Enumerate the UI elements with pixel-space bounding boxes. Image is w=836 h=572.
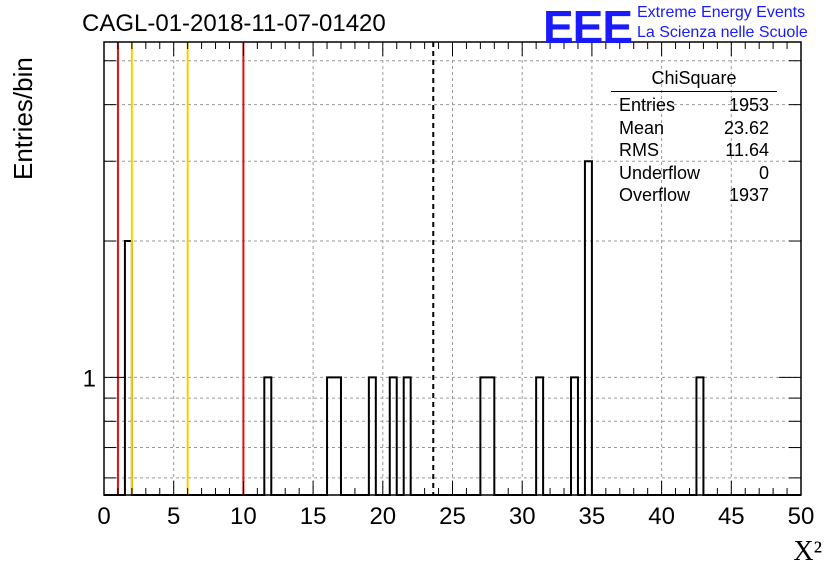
stats-value: 0	[758, 162, 769, 183]
histogram-bin	[369, 377, 376, 495]
histogram-bin	[264, 377, 271, 495]
stats-value: 1937	[728, 185, 769, 205]
histogram-bin	[404, 377, 411, 495]
x-tick-label: 25	[439, 503, 466, 530]
histogram-bin	[696, 377, 703, 495]
histogram-bin	[480, 377, 487, 495]
stats-title: ChiSquare	[611, 68, 777, 92]
x-tick-label: 40	[648, 503, 675, 530]
y-axis-label: Entries/bin	[8, 57, 38, 180]
histogram-bin	[390, 377, 397, 495]
x-axis-label: X²	[793, 536, 822, 567]
x-tick-label: 20	[369, 503, 396, 530]
histogram-bin	[327, 377, 334, 495]
x-tick-label: 10	[230, 503, 257, 530]
stats-label: RMS	[619, 140, 659, 160]
x-tick-label: 30	[509, 503, 536, 530]
y-tick-label: 1	[83, 365, 96, 392]
logo-line-2: La Scienza nelle Scuole	[637, 24, 808, 41]
histogram-bin	[585, 161, 592, 495]
histogram-bin	[487, 377, 494, 495]
stats-row-entries: Entries 1953	[611, 94, 777, 117]
histogram-bin	[571, 377, 578, 495]
histogram-bin	[125, 241, 132, 495]
stats-label: Overflow	[619, 185, 691, 205]
stats-value: 1953	[728, 95, 769, 115]
stats-label: Mean	[619, 117, 665, 138]
run-title: CAGL-01-2018-11-07-01420	[82, 10, 386, 37]
x-tick-label: 35	[579, 503, 606, 530]
logo-line-1: Extreme Energy Events	[637, 4, 806, 21]
histogram-bin	[334, 377, 341, 495]
x-tick-label: 5	[167, 503, 180, 530]
stats-row-rms: RMS 11.64	[611, 139, 777, 162]
histogram-bin	[536, 377, 543, 495]
x-tick-label: 15	[300, 503, 327, 530]
stats-box: ChiSquare Entries 1953 Mean 23.62 RMS 11…	[611, 68, 777, 207]
eee-logo: EEE	[543, 1, 633, 53]
stats-label: Underflow	[619, 162, 701, 183]
stats-row-overflow: Overflow 1937	[611, 184, 777, 207]
stats-value: 11.64	[725, 140, 769, 160]
stats-row-mean: Mean 23.62	[611, 117, 777, 140]
x-tick-label: 0	[97, 503, 110, 530]
stats-value: 23.62	[723, 117, 769, 138]
x-tick-label: 45	[718, 503, 745, 530]
x-tick-label: 50	[788, 503, 815, 530]
stats-label: Entries	[619, 95, 676, 115]
stats-row-underflow: Underflow 0	[611, 162, 777, 185]
